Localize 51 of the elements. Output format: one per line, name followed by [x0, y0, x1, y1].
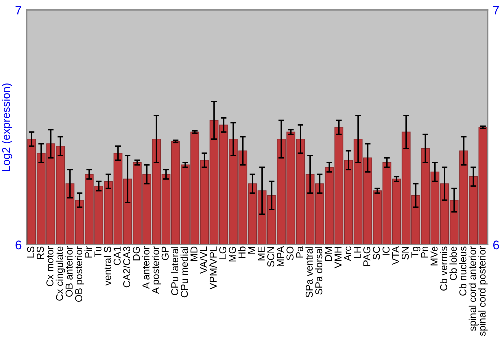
x-tick-label: CPu lateral — [171, 247, 179, 296]
x-tick-label: Cx cingulate — [56, 246, 66, 301]
x-tick-label: Hb — [238, 246, 246, 258]
x-tick-label: VTA — [392, 246, 400, 266]
x-tick-label: SPa ventral — [306, 247, 314, 298]
y2-tick-label: 7 — [494, 6, 500, 15]
x-tick-label: IC — [382, 246, 390, 256]
x-tick-label: MG — [229, 247, 236, 262]
x-tick-label: Cb lobe — [450, 246, 458, 280]
x-tick-label: MVe — [430, 246, 438, 266]
x-tick-label: Pn — [421, 247, 428, 258]
x-tick-label: SN — [402, 247, 410, 260]
x-tick-label: SPa dorsal — [315, 247, 323, 295]
x-tick-label: Cb vermis — [440, 246, 448, 291]
x-tick-label: Cb nucleus — [459, 246, 467, 296]
x-tick-label: VPM/VPL — [210, 246, 217, 290]
x-tick-label: PAG — [364, 247, 371, 266]
x-tick-label: DG — [133, 247, 140, 261]
x-tick-label: SC — [373, 246, 380, 260]
y-axis-title: Log2 (expression) — [2, 84, 12, 172]
x-tick-label: Arc — [344, 246, 352, 262]
x-tick-label: OB anterior — [66, 246, 73, 298]
x-tick-label: A anterior — [142, 246, 150, 290]
x-tick-label: LH — [354, 247, 361, 258]
x-tick-label: GP — [162, 246, 169, 260]
x-tick-label: Pa — [296, 246, 304, 258]
x-tick-label: MD — [190, 246, 198, 262]
x-tick-label: DM — [325, 247, 332, 262]
x-tick-label: VA/VL — [200, 246, 208, 274]
x-tick-label: CA2/CA3 — [123, 246, 131, 288]
x-tick-label: MPA — [277, 246, 284, 266]
x-tick-label: A posterior — [152, 246, 162, 294]
x-tick-label: LG — [219, 247, 227, 259]
x-tick-label: ventral S — [104, 246, 112, 286]
x-tick-label: M — [248, 247, 256, 254]
x-tick-label: Cx motor — [46, 246, 54, 286]
x-tick-label: CPu medial — [180, 247, 188, 298]
x-tick-label: RS — [37, 246, 44, 260]
x-tick-label: spinal cord anterior — [468, 246, 478, 332]
x-tick-label: ME — [258, 246, 265, 261]
x-tick-label: SO — [286, 246, 294, 260]
x-tick-label: spinal cord posterior — [478, 246, 488, 336]
x-tick-label: VMH — [334, 247, 342, 269]
x-tick-label: OB posterior — [75, 246, 84, 302]
x-tick-label: Tu — [94, 247, 102, 258]
y2-tick-label: 6 — [493, 240, 500, 250]
x-tick-label: Tg — [412, 247, 421, 258]
x-tick-label: LS — [27, 246, 34, 258]
x-tick-label: Pir — [84, 246, 92, 258]
x-tick-label: CA1 — [114, 246, 121, 266]
x-tick-label: SCN — [268, 247, 275, 268]
